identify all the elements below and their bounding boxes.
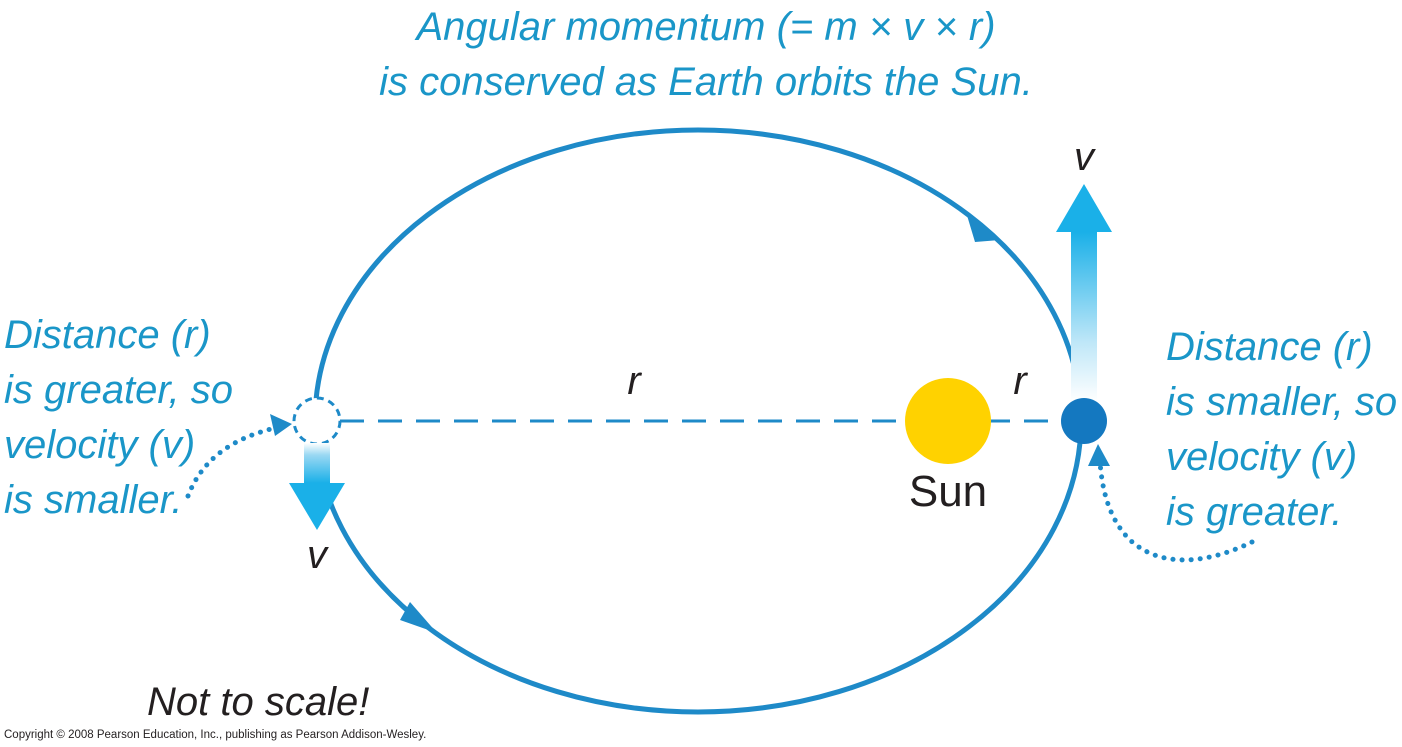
left-note-line-3: velocity (v): [4, 423, 195, 467]
earth-far-outline: [292, 396, 342, 446]
right-note-line-1: Distance (r): [1166, 325, 1373, 369]
left-pointer-arrowhead: [270, 414, 292, 436]
right-note-line-4: is greater.: [1166, 490, 1342, 534]
right-pointer-arrowhead: [1088, 444, 1110, 466]
velocity-arrow-near: [1056, 184, 1112, 402]
right-note-line-2: is smaller, so: [1166, 380, 1397, 424]
v-label-far: v: [307, 533, 329, 577]
right-dotted-pointer: [1097, 459, 1255, 563]
sun: [905, 378, 991, 464]
sun-label: Sun: [909, 467, 987, 516]
scale-note: Not to scale!: [147, 680, 369, 724]
r-label-far: r: [627, 359, 642, 403]
r-label-near: r: [1013, 359, 1028, 403]
left-note-line-1: Distance (r): [4, 313, 211, 357]
right-note-line-3: velocity (v): [1166, 435, 1357, 479]
v-label-near: v: [1074, 135, 1096, 179]
orbit-arrow-top-right: [966, 212, 1000, 242]
title-line-1: Angular momentum (= m × v × r): [414, 5, 995, 49]
orbit-arrow-bottom-left: [400, 602, 437, 633]
earth-near: [1061, 398, 1107, 444]
left-note-line-2: is greater, so: [4, 368, 233, 412]
title-line-2: is conserved as Earth orbits the Sun.: [379, 60, 1033, 104]
left-dotted-pointer: [185, 425, 278, 499]
copyright-text: Copyright © 2008 Pearson Education, Inc.…: [4, 729, 426, 741]
left-note-line-4: is smaller.: [4, 478, 183, 522]
velocity-arrow-far: [289, 443, 345, 530]
